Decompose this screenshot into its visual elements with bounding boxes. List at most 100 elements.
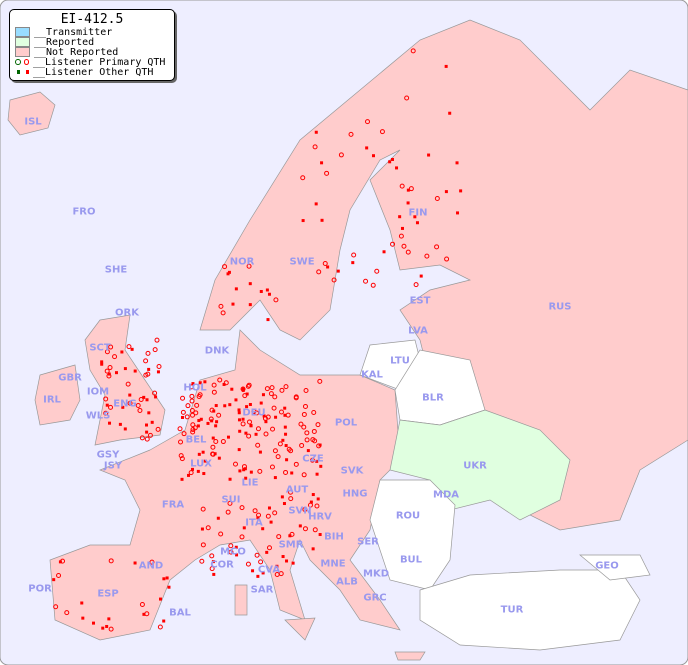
listener-marker [154, 395, 158, 399]
country-label-est: EST [409, 295, 431, 307]
listener-marker [400, 226, 404, 230]
listener-marker [177, 426, 183, 432]
country-label-mne: MNE [320, 558, 346, 570]
listener-marker [248, 402, 252, 406]
listener-marker [309, 457, 315, 463]
country-label-ltu: LTU [390, 355, 410, 367]
listener-marker [283, 406, 287, 410]
listener-marker [238, 469, 242, 473]
legend-label: __Listener Other QTH [33, 66, 154, 78]
listener-marker [410, 48, 416, 54]
listener-marker [404, 95, 410, 101]
listener-marker [379, 129, 385, 135]
listener-marker [156, 363, 162, 369]
listener-marker [291, 561, 295, 565]
listener-marker [200, 542, 206, 548]
listener-marker [419, 274, 423, 278]
listener-marker [189, 398, 195, 404]
listener-marker [271, 405, 277, 411]
listener-marker [199, 558, 205, 564]
listener-marker [363, 278, 369, 284]
listener-marker [406, 188, 410, 192]
country-label-bel: BEL [185, 434, 207, 446]
listener-marker [139, 435, 145, 441]
listener-marker [206, 421, 210, 425]
listener-marker [284, 432, 288, 436]
listener-marker [256, 574, 260, 578]
listener-marker [198, 381, 202, 385]
listener-marker [395, 166, 399, 170]
country-label-gsy: GSY [96, 449, 120, 461]
listener-marker [390, 157, 394, 161]
land-britain [84, 314, 166, 446]
listener-marker [249, 424, 253, 428]
listener-marker [312, 527, 318, 533]
listener-marker [213, 439, 219, 445]
listener-marker [143, 372, 149, 378]
listener-marker [242, 468, 246, 472]
listener-marker [101, 626, 105, 630]
listener-marker [300, 175, 306, 181]
listener-marker [209, 553, 215, 559]
listener-marker [181, 431, 187, 437]
country-label-fra: FRA [161, 499, 185, 511]
listener-marker [405, 249, 411, 255]
listener-marker [108, 344, 114, 350]
listener-marker [302, 507, 308, 513]
listener-marker [311, 547, 315, 551]
listener-marker [268, 391, 274, 397]
legend-label: __Listener Primary QTH [33, 56, 166, 68]
listener-marker [147, 367, 151, 371]
listener-marker [285, 458, 289, 462]
listener-marker [178, 453, 184, 459]
country-label-rou: ROU [395, 510, 421, 522]
listener-marker [189, 393, 195, 399]
listener-marker [137, 407, 143, 413]
listener-marker [222, 264, 228, 270]
listener-marker [424, 253, 430, 259]
listener-marker [232, 461, 238, 467]
listener-marker [209, 407, 215, 413]
country-label-mkd: MKD [362, 568, 390, 580]
listener-marker [311, 428, 317, 434]
listener-marker [390, 241, 396, 247]
listener-marker [293, 395, 299, 401]
listener-marker [244, 431, 248, 435]
listener-marker [239, 534, 245, 540]
listener-marker [304, 437, 310, 443]
listener-marker [413, 282, 419, 288]
listener-marker [216, 412, 222, 418]
listener-marker [218, 531, 224, 537]
listener-marker [220, 310, 226, 316]
listener-marker [242, 393, 248, 399]
country-label-sct: SCT [89, 342, 111, 354]
country-label-hrv: HRV [308, 511, 332, 523]
country-label-wls: WLS [85, 410, 111, 422]
country-label-grc: GRC [363, 592, 387, 604]
listener-marker [286, 446, 292, 452]
listener-marker [322, 260, 328, 266]
listener-marker [103, 396, 109, 402]
legend-primary-qth: __Listener Primary QTH [15, 56, 174, 68]
listener-marker [105, 624, 109, 628]
listener-marker [316, 497, 320, 501]
listener-marker [293, 461, 299, 467]
listener-marker [302, 403, 308, 409]
listener-marker [455, 161, 459, 165]
listener-marker [316, 269, 322, 275]
listener-marker [258, 450, 262, 454]
listener-marker [121, 405, 125, 409]
listener-marker [152, 390, 158, 396]
listener-marker [413, 215, 417, 219]
listener-marker [127, 400, 133, 406]
listener-marker [382, 250, 386, 254]
listener-marker [444, 190, 448, 194]
listener-marker [263, 431, 269, 437]
listener-marker [283, 469, 289, 475]
listener-marker [217, 377, 223, 383]
country-label-fro: FRO [72, 206, 96, 218]
listener-marker [197, 419, 201, 423]
legend-reported: __Reported [15, 37, 174, 48]
listener-marker [162, 577, 166, 581]
country-label-bih: BIH [324, 531, 344, 543]
